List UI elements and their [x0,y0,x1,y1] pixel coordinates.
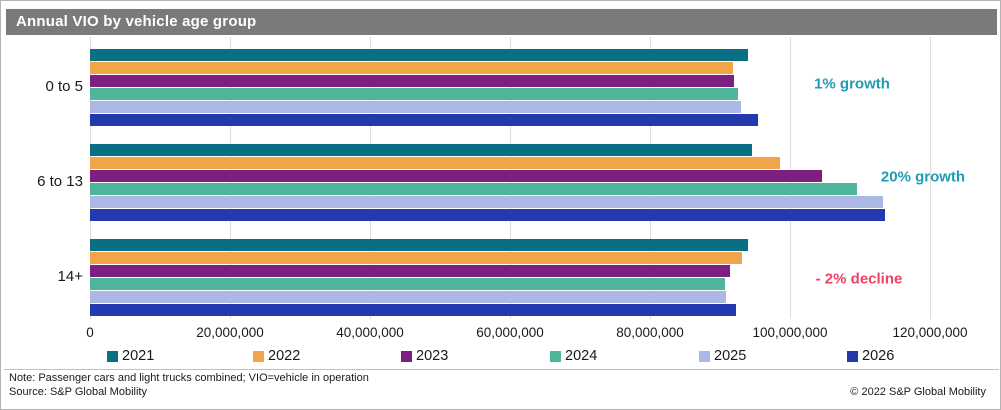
annotation-2-decline: - 2% decline [815,270,903,288]
bar-2022-6-to-13 [90,157,780,169]
legend-label: 2021 [122,348,155,364]
footnote: Note: Passenger cars and light trucks co… [9,372,369,384]
annotation-20-growth: 20% growth [880,168,966,186]
legend-item-2026: 2026 [847,348,894,364]
legend-item-2025: 2025 [699,348,746,364]
legend-swatch-icon [847,350,858,362]
legend-swatch-icon [107,350,118,362]
bar-2022-0-to-5 [90,62,733,74]
bar-2026-14+ [90,304,737,316]
x-tick-label: 40,000,000 [336,325,404,340]
bar-2024-14+ [90,278,725,290]
category-label-14+: 14+ [57,268,83,285]
bar-2025-14+ [90,291,727,303]
legend-label: 2026 [862,348,895,364]
legend-swatch-icon [253,350,264,362]
x-tick-label: 60,000,000 [476,325,544,340]
legend-label: 2022 [268,348,301,364]
bar-2023-6-to-13 [90,170,822,182]
bar-2021-14+ [90,239,748,251]
legend-item-2022: 2022 [253,348,300,364]
x-tick-label: 80,000,000 [616,325,684,340]
category-label-6-to-13: 6 to 13 [37,173,83,190]
gridline [930,37,931,319]
bar-2022-14+ [90,252,742,264]
legend-item-2024: 2024 [550,348,597,364]
category-label-0-to-5: 0 to 5 [45,78,83,95]
bar-2026-6-to-13 [90,209,886,221]
bar-2023-0-to-5 [90,75,734,87]
legend-label: 2025 [714,348,747,364]
legend-item-2021: 2021 [107,348,154,364]
plot-area [90,37,931,319]
legend-swatch-icon [550,350,561,362]
bar-2024-0-to-5 [90,88,738,100]
bar-2024-6-to-13 [90,183,857,195]
x-tick-label: 0 [86,325,94,340]
bar-2025-0-to-5 [90,101,741,113]
x-tick-label: 100,000,000 [752,325,828,340]
bar-2021-0-to-5 [90,49,748,61]
legend-label: 2024 [565,348,598,364]
bar-2026-0-to-5 [90,114,758,126]
x-tick-label: 20,000,000 [196,325,264,340]
legend-item-2023: 2023 [401,348,448,364]
legend-swatch-icon [401,350,412,362]
footer-divider [4,369,999,370]
x-tick-label: 120,000,000 [892,325,968,340]
bar-2025-6-to-13 [90,196,884,208]
legend-swatch-icon [699,350,710,362]
source-note: Source: S&P Global Mobility [9,386,147,398]
annotation-1-growth: 1% growth [814,75,890,93]
copyright-note: © 2022 S&P Global Mobility [850,386,986,398]
bar-2021-6-to-13 [90,144,752,156]
legend-label: 2023 [416,348,449,364]
bar-2023-14+ [90,265,730,277]
chart-title: Annual VIO by vehicle age group [6,9,997,35]
